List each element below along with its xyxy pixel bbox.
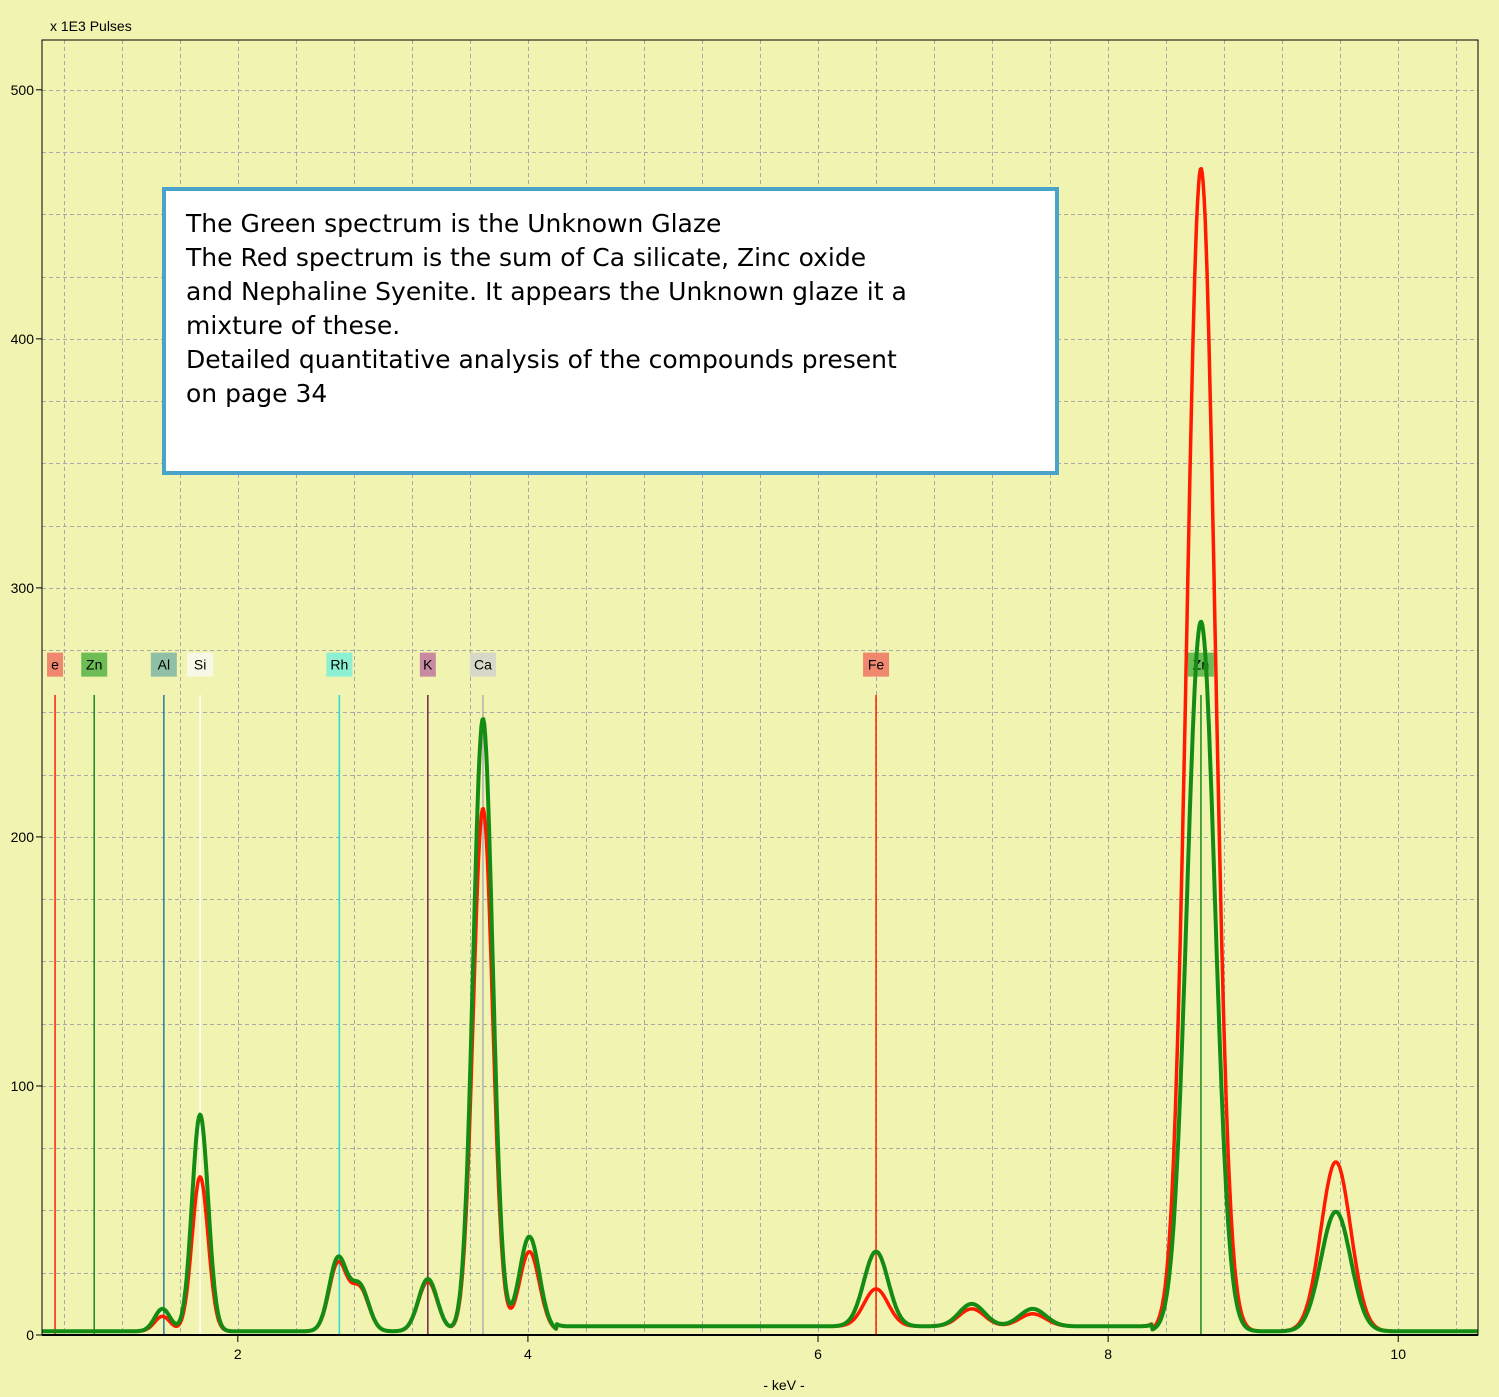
plot-frame — [41, 39, 1479, 1336]
element-marker-tag — [47, 652, 64, 677]
y-tick-label: 500 — [11, 82, 35, 98]
element-marker-label: K — [423, 657, 433, 673]
x-tick-label: 4 — [524, 1346, 532, 1362]
x-tick-label: 8 — [1104, 1346, 1112, 1362]
element-marker-tag — [81, 652, 108, 677]
element-marker-tag — [419, 652, 436, 677]
element-marker-label: e — [51, 657, 59, 673]
x-tick-label: 6 — [814, 1346, 822, 1362]
series-layer — [41, 166, 1479, 1334]
element-marker-label: Si — [194, 657, 206, 673]
annotation-line: The Green spectrum is the Unknown Glaze — [186, 209, 722, 238]
y-tick-label: 400 — [11, 331, 35, 347]
element-marker-tag — [326, 652, 353, 677]
element-marker-tag — [863, 652, 890, 677]
x-axis-title: - keV - — [763, 1377, 805, 1393]
element-marker-tag — [150, 652, 177, 677]
element-marker-tag — [1187, 652, 1214, 677]
element-marker-label: Rh — [330, 657, 348, 673]
annotation-line: The Red spectrum is the sum of Ca silica… — [186, 243, 867, 272]
y-tick-label: 0 — [26, 1327, 34, 1343]
annotation-line: and Nephaline Syenite. It appears the Un… — [186, 277, 907, 306]
element-marker-label: Ca — [474, 657, 492, 673]
element-marker-label: Fe — [868, 657, 885, 673]
y-tick-label: 100 — [11, 1078, 35, 1094]
spectrum-line — [41, 619, 1479, 1334]
y-tick-label: 300 — [11, 580, 35, 596]
element-markers: e Zn Al Si Rh K Ca Fe Zn — [47, 652, 1214, 1335]
element-marker-label: Al — [158, 657, 170, 673]
x-tick-label: 2 — [234, 1346, 242, 1362]
annotation-line: on page 34 — [186, 379, 328, 408]
x-tick-label: 10 — [1390, 1346, 1406, 1362]
y-tick-label: 200 — [11, 829, 35, 845]
annotation-box: The Green spectrum is the Unknown Glaze … — [162, 187, 1059, 475]
annotation-line: Detailed quantitative analysis of the co… — [186, 345, 897, 374]
element-marker-label: Zn — [86, 657, 102, 673]
element-marker-tag — [469, 652, 496, 677]
y-axis-title: x 1E3 Pulses — [50, 18, 132, 34]
annotation-line: mixture of these. — [186, 311, 401, 340]
element-marker-tag — [187, 652, 214, 677]
